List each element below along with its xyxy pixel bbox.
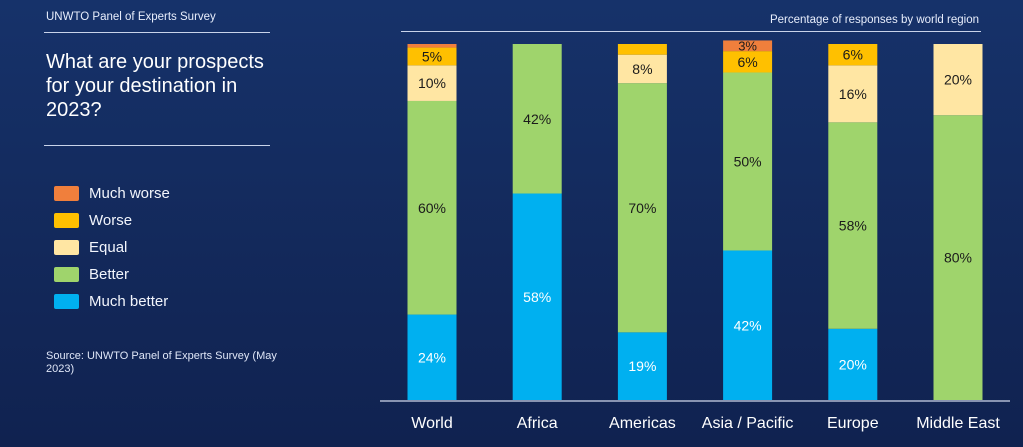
bar-segment-europe-worse (828, 44, 878, 66)
data-label-middle-east-equal: 20% (944, 72, 972, 88)
legend-label: Worse (89, 212, 133, 229)
category-label-asia-pacific: Asia / Pacific (702, 415, 794, 432)
question-title: What are your prospects for your destina… (46, 51, 264, 121)
legend-item-much-worse: Much worse (54, 180, 170, 207)
bar-segment-middle-east-better (933, 115, 983, 400)
bar-segment-middle-east-equal (933, 44, 983, 116)
bar-segment-asia-pacific-worse (723, 51, 773, 73)
survey-label: UNWTO Panel of Experts Survey (46, 11, 216, 23)
category-label-europe: Europe (827, 415, 879, 432)
legend-swatch (54, 213, 79, 228)
data-label-asia-pacific-much-better: 42% (734, 317, 762, 333)
data-label-americas-better: 70% (628, 200, 656, 216)
bar-segment-asia-pacific-much-worse (723, 40, 773, 52)
bar-segment-africa-much-better (512, 193, 562, 400)
data-label-world-equal: 10% (418, 75, 446, 91)
source-note: Source: UNWTO Panel of Experts Survey (M… (46, 350, 277, 375)
legend-swatch (54, 294, 79, 309)
data-label-asia-pacific-better: 50% (734, 154, 762, 170)
data-label-europe-equal: 16% (839, 86, 867, 102)
bar-segment-world-worse (407, 47, 457, 66)
legend-item-much-better: Much better (54, 288, 170, 315)
legend-label: Much better (89, 293, 169, 310)
legend-label: Better (89, 266, 130, 283)
data-label-europe-worse: 6% (843, 47, 863, 63)
chart-title-divider (401, 31, 981, 32)
category-label-americas: Americas (609, 415, 676, 432)
bar-segment-world-much-better (407, 314, 457, 400)
legend-swatch (54, 240, 79, 255)
legend-item-worse: Worse (54, 207, 170, 234)
bar-segment-world-better (407, 100, 457, 315)
bar-segment-europe-better (828, 122, 878, 329)
data-label-africa-better: 42% (523, 111, 551, 127)
data-label-middle-east-better: 80% (944, 250, 972, 266)
left-panel: UNWTO Panel of Experts Survey What are y… (0, 0, 290, 447)
category-label-africa: Africa (517, 415, 558, 432)
bar-segment-americas-much-better (617, 332, 667, 400)
bar-segment-americas-equal (617, 54, 667, 84)
bar-segment-africa-better (512, 44, 562, 194)
data-label-world-better: 60% (418, 200, 446, 216)
legend-item-equal: Equal (54, 234, 170, 261)
legend-label: Equal (89, 239, 128, 256)
bar-segment-world-much-worse (407, 44, 457, 48)
data-label-americas-equal: 8% (632, 61, 652, 77)
bar-segment-europe-equal (828, 65, 878, 123)
chart-title: Percentage of responses by world region (769, 14, 979, 26)
legend: Much worse Worse Equal Better Much bette… (54, 180, 170, 315)
question-divider (44, 145, 270, 146)
bar-segment-americas-better (617, 83, 667, 333)
data-label-europe-much-better: 20% (839, 356, 867, 372)
legend-label: Much worse (89, 185, 170, 202)
category-label-middle-east: Middle East (916, 415, 1000, 432)
bar-segment-asia-pacific-much-better (723, 250, 773, 400)
legend-swatch (54, 267, 79, 282)
legend-swatch (54, 186, 79, 201)
bar-segment-world-equal (407, 65, 457, 101)
data-label-americas-much-better: 19% (628, 358, 656, 374)
data-label-europe-better: 58% (839, 218, 867, 234)
data-label-world-worse: 5% (422, 49, 442, 65)
top-divider (44, 32, 270, 33)
category-label-world: World (411, 415, 453, 432)
bar-segment-asia-pacific-better (723, 72, 773, 251)
data-label-africa-much-better: 58% (523, 289, 551, 305)
bar-segment-americas-worse (617, 44, 667, 55)
bar-segment-europe-much-better (828, 328, 878, 400)
data-label-asia-pacific-much-worse: 3% (738, 38, 757, 53)
data-label-asia-pacific-worse: 6% (737, 54, 757, 70)
legend-item-better: Better (54, 261, 170, 288)
data-label-world-much-better: 24% (418, 349, 446, 365)
